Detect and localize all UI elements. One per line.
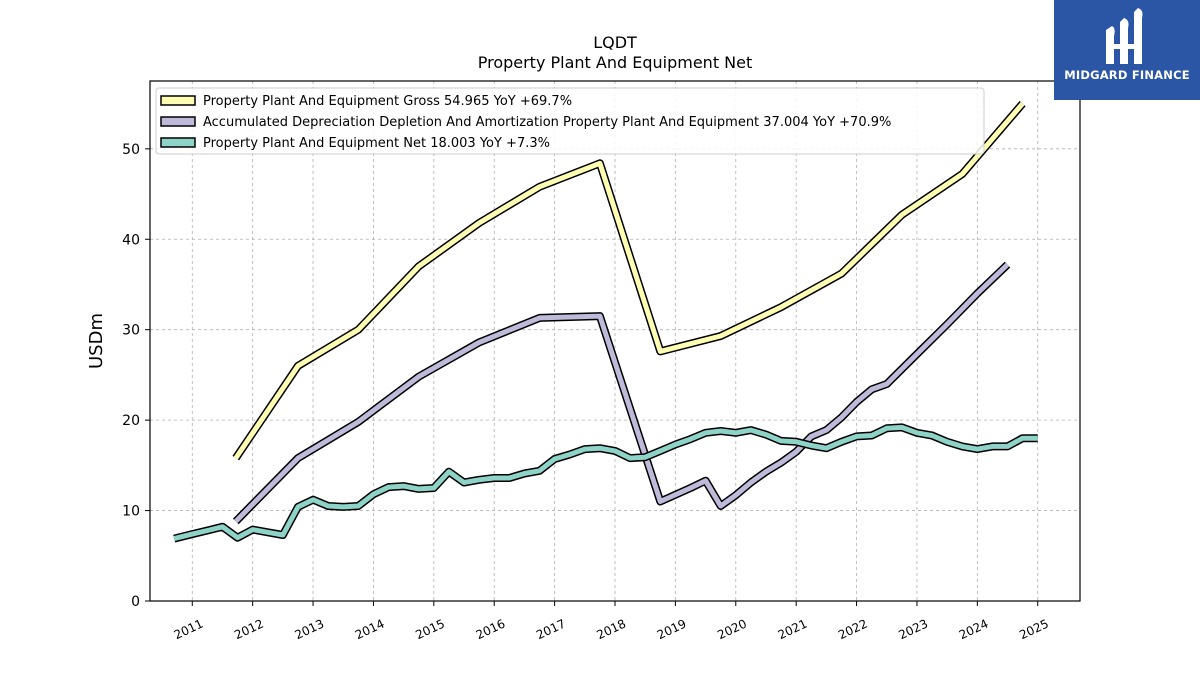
brand-logo: MIDGARD FINANCE bbox=[1054, 0, 1200, 100]
x-tick-label: 2022 bbox=[836, 617, 870, 643]
legend-label-2: Property Plant And Equipment Net 18.003 … bbox=[203, 136, 550, 151]
y-tick-label: 10 bbox=[122, 504, 140, 520]
x-tick-label: 2014 bbox=[353, 617, 387, 643]
x-tick-label: 2021 bbox=[776, 617, 810, 643]
x-tick-label: 2020 bbox=[715, 617, 749, 643]
x-tick-label: 2016 bbox=[474, 617, 508, 643]
legend-swatch-0 bbox=[160, 95, 196, 106]
y-axis-label: USDm bbox=[86, 313, 107, 369]
y-tick-label: 30 bbox=[122, 323, 140, 339]
logo-mark-icon bbox=[1106, 8, 1143, 64]
x-tick-label: 2011 bbox=[172, 617, 206, 643]
x-tick-label: 2019 bbox=[655, 617, 689, 643]
x-tick-label: 2023 bbox=[896, 617, 930, 643]
series-layer bbox=[173, 100, 1038, 543]
x-tick-label: 2013 bbox=[293, 617, 327, 643]
legend-swatch-1 bbox=[160, 116, 196, 127]
x-tick-label: 2025 bbox=[1017, 617, 1051, 643]
chart-title: LQDT bbox=[593, 33, 637, 52]
x-tick-label: 2012 bbox=[232, 617, 266, 643]
y-tick-label: 40 bbox=[122, 232, 140, 248]
y-tick-label: 20 bbox=[122, 413, 140, 429]
series-outline-1 bbox=[232, 261, 1011, 525]
series-outline-2 bbox=[173, 423, 1038, 543]
legend: Property Plant And Equipment Gross 54.96… bbox=[155, 87, 985, 155]
series-line-1 bbox=[234, 262, 1010, 524]
y-tick-label: 0 bbox=[131, 594, 140, 610]
series-line-2 bbox=[173, 424, 1038, 542]
legend-label-1: Accumulated Depreciation Depletion And A… bbox=[203, 115, 891, 130]
x-axis: 2011 2012 2013 2014 2015 2016 2017 2018 2019 2020… bbox=[172, 601, 1051, 642]
series-line-0 bbox=[233, 101, 1025, 460]
y-axis: 0 10 20 30 40 50 bbox=[122, 142, 150, 610]
x-tick-label: 2017 bbox=[534, 617, 568, 643]
y-tick-label: 50 bbox=[122, 142, 140, 158]
x-tick-label: 2018 bbox=[595, 617, 629, 643]
chart-subtitle: Property Plant And Equipment Net bbox=[478, 53, 753, 72]
legend-label-0: Property Plant And Equipment Gross 54.96… bbox=[203, 94, 572, 109]
x-tick-label: 2024 bbox=[957, 617, 991, 643]
x-tick-label: 2015 bbox=[413, 617, 447, 643]
logo-text: MIDGARD FINANCE bbox=[1064, 68, 1190, 82]
plot-frame bbox=[149, 80, 1081, 602]
grid bbox=[150, 81, 1080, 602]
legend-box bbox=[155, 87, 985, 155]
legend-swatch-2 bbox=[160, 137, 196, 148]
